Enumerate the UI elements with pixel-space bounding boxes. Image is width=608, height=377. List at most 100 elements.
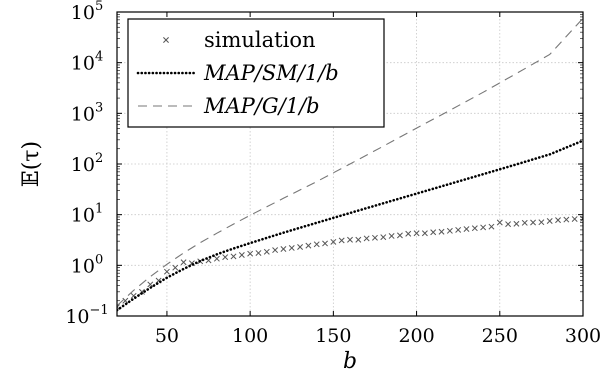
y-tick-label: 103 — [71, 100, 103, 125]
simulation-marker — [322, 240, 328, 247]
simulation-marker-stroke — [222, 254, 229, 261]
simulation-marker-stroke — [313, 241, 320, 248]
simulation-marker — [347, 236, 353, 243]
x-tick-labels: 50 100 150 200 250 300 — [155, 325, 601, 347]
y-tick-base: 10 — [71, 103, 95, 125]
simulation-marker — [480, 224, 487, 231]
simulation-marker-stroke — [147, 281, 154, 288]
simulation-marker — [413, 230, 420, 237]
legend-items: simulation MAP/SM/1/b MAP/G/1/b — [136, 28, 339, 118]
y-tick-label: 102 — [71, 151, 103, 176]
simulation-marker — [521, 219, 528, 226]
simulation-marker-stroke — [117, 304, 120, 308]
simulation-marker-stroke — [122, 297, 129, 304]
simulation-marker-stroke — [297, 244, 304, 250]
simulation-marker — [363, 235, 370, 242]
simulation-marker — [421, 230, 428, 237]
simulation-marker — [288, 245, 295, 251]
legend: simulation MAP/SM/1/b MAP/G/1/b — [127, 18, 385, 128]
simulation-marker — [380, 234, 387, 241]
simulation-marker-stroke — [555, 217, 561, 224]
simulation-marker — [555, 217, 561, 224]
simulation-marker-stroke — [322, 240, 328, 247]
simulation-marker — [172, 264, 179, 271]
series-line-1 — [117, 139, 583, 312]
y-tick-base: 10 — [71, 205, 95, 227]
simulation-marker-stroke — [330, 238, 337, 245]
simulation-marker — [471, 225, 478, 232]
simulation-marker-stroke — [117, 306, 120, 311]
simulation-marker-stroke — [546, 218, 553, 224]
simulation-marker — [297, 244, 304, 250]
simulation-marker-stroke — [513, 220, 520, 227]
simulation-marker — [505, 221, 512, 228]
simulation-marker — [355, 236, 362, 243]
simulation-marker-stroke — [238, 252, 245, 258]
simulation-marker — [488, 223, 495, 230]
simulation-marker — [338, 237, 345, 244]
series-0 — [117, 215, 583, 311]
simulation-marker-stroke — [505, 221, 512, 228]
simulation-marker-stroke — [172, 264, 179, 271]
simulation-marker-stroke — [538, 219, 545, 226]
simulation-marker-stroke — [530, 219, 537, 226]
x-tick-label: 100 — [232, 325, 268, 347]
simulation-marker — [313, 241, 320, 248]
x-axis-label: b — [343, 349, 357, 374]
y-axis-label: 𝔼(τ) — [19, 141, 44, 187]
simulation-marker — [247, 250, 254, 257]
simulation-marker-stroke — [430, 229, 437, 236]
simulation-marker — [272, 247, 279, 254]
simulation-marker-stroke — [363, 235, 370, 242]
simulation-marker — [463, 226, 470, 233]
y-tick-base: 10 — [71, 53, 95, 75]
simulation-marker — [147, 281, 154, 288]
simulation-marker — [238, 252, 245, 258]
simulation-marker-stroke — [446, 227, 453, 234]
y-tick-label: 104 — [71, 50, 103, 75]
legend-marker-simulation — [163, 37, 169, 43]
simulation-marker-stroke — [438, 228, 445, 235]
y-tick-exponent: 4 — [95, 50, 103, 65]
series-1 — [117, 139, 583, 312]
simulation-marker-stroke — [280, 246, 287, 252]
y-tick-base: 10 — [71, 255, 95, 277]
y-tick-base: 10 — [71, 2, 95, 24]
simulation-marker — [405, 230, 412, 237]
simulation-marker-stroke — [405, 230, 412, 237]
simulation-marker — [438, 228, 445, 235]
simulation-marker-stroke — [180, 259, 187, 266]
simulation-marker — [538, 219, 545, 226]
simulation-marker-stroke — [388, 233, 395, 239]
simulation-marker — [396, 232, 403, 239]
simulation-marker-stroke — [288, 245, 295, 251]
simulation-marker — [571, 216, 578, 222]
y-tick-exponent: 5 — [95, 0, 103, 14]
simulation-marker — [546, 218, 553, 224]
simulation-marker — [280, 246, 287, 252]
y-tick-label: 100 — [71, 252, 103, 277]
simulation-marker-stroke — [355, 236, 362, 243]
simulation-marker — [430, 229, 437, 236]
simulation-marker-stroke — [471, 225, 478, 232]
ticks — [117, 11, 584, 317]
simulation-marker — [117, 304, 120, 311]
x-tick-label: 150 — [315, 325, 351, 347]
simulation-marker-stroke — [571, 216, 578, 222]
simulation-marker-stroke — [130, 292, 137, 299]
simulation-marker — [255, 250, 262, 256]
simulation-marker-stroke — [155, 277, 162, 284]
simulation-marker-stroke — [255, 250, 262, 256]
y-tick-exponent: 1 — [95, 202, 103, 217]
simulation-marker-stroke — [338, 237, 345, 244]
simulation-marker-stroke — [347, 236, 353, 243]
simulation-marker-stroke — [480, 224, 487, 231]
simulation-marker-stroke — [563, 216, 570, 223]
y-tick-label: 10−1 — [65, 303, 108, 328]
simulation-marker-stroke — [455, 226, 462, 233]
simulation-marker-stroke — [463, 226, 470, 233]
simulation-marker — [496, 219, 503, 226]
simulation-marker — [530, 219, 537, 226]
